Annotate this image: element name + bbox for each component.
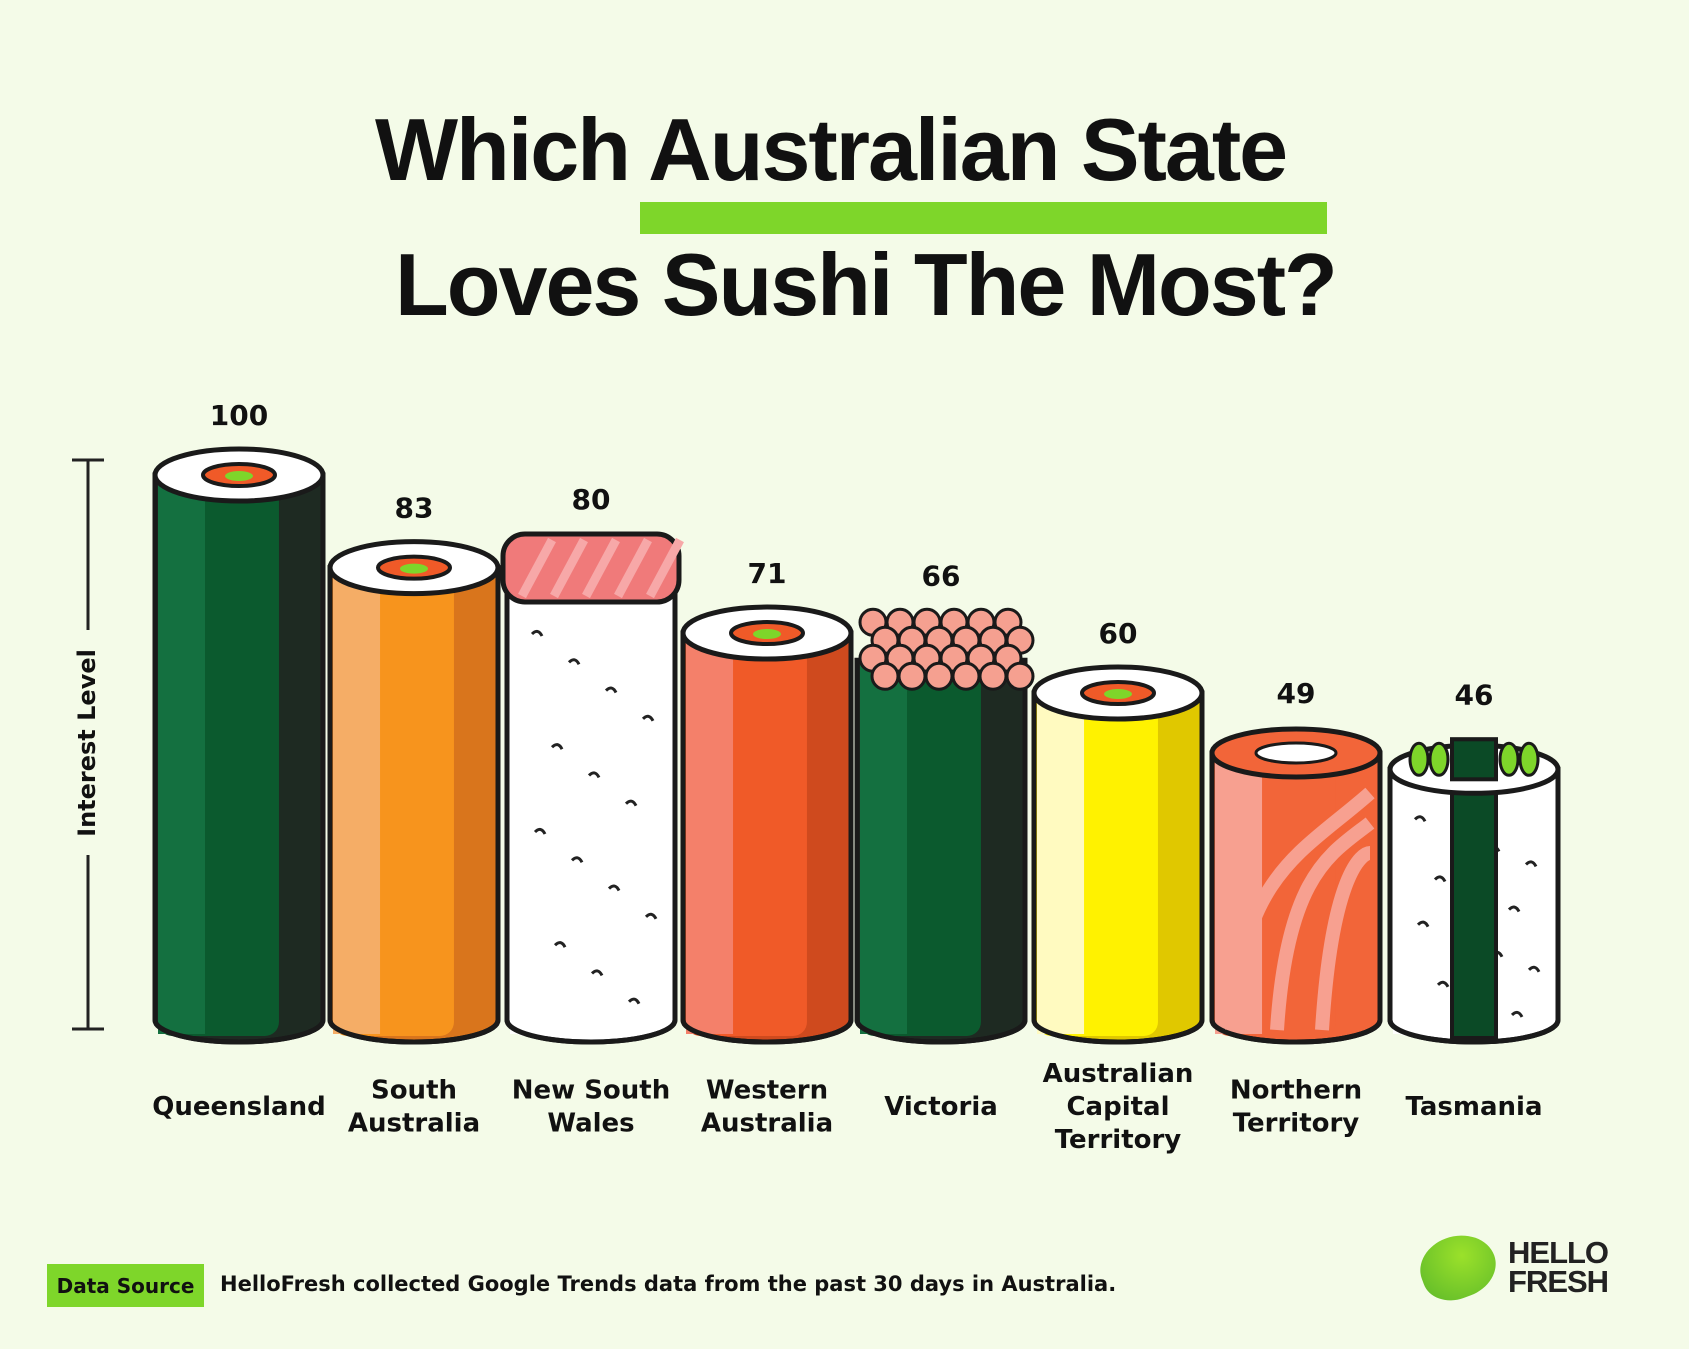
avocado bbox=[225, 471, 253, 481]
salmon-stripe bbox=[1225, 787, 1375, 1031]
bar-highlight bbox=[510, 584, 558, 1034]
roe-ball bbox=[897, 661, 927, 691]
rice-grain bbox=[553, 941, 567, 948]
value-label: 46 bbox=[1455, 678, 1494, 711]
data-source-badge: Data Source bbox=[47, 1264, 204, 1307]
rice-grain bbox=[530, 629, 544, 637]
rice-grain bbox=[1524, 860, 1538, 868]
rice-grain bbox=[607, 884, 621, 892]
rice-grain bbox=[550, 743, 564, 750]
rice-grain bbox=[1527, 965, 1541, 973]
bar-australian-capital-territory bbox=[1031, 664, 1205, 1045]
category-label: Australia bbox=[701, 1109, 833, 1139]
roe-ball bbox=[951, 661, 981, 691]
nori-band-top bbox=[1450, 737, 1498, 782]
category-label: Queensland bbox=[152, 1092, 325, 1122]
salmon-stripe bbox=[1315, 845, 1372, 1031]
chart-title-line2: Loves Sushi The Most? bbox=[395, 235, 1336, 334]
rice-grain bbox=[587, 771, 601, 779]
bar-highlight bbox=[1037, 693, 1085, 1034]
rice-grain bbox=[533, 827, 547, 835]
category-label: Territory bbox=[1233, 1109, 1360, 1139]
category-label: Australian bbox=[1043, 1059, 1194, 1089]
hellofresh-logo: HELLO FRESH bbox=[1411, 1224, 1609, 1310]
bar-western-australia bbox=[680, 604, 854, 1045]
rice-grain bbox=[1433, 875, 1447, 883]
bar-highlight bbox=[333, 567, 381, 1034]
edamame bbox=[1428, 741, 1450, 777]
category-label: New South bbox=[512, 1076, 671, 1106]
bar-highlight bbox=[1393, 769, 1441, 1034]
rice-grain bbox=[604, 686, 618, 694]
value-label: 49 bbox=[1277, 677, 1316, 710]
value-label: 83 bbox=[395, 492, 434, 525]
y-axis-label: Interest Level bbox=[73, 649, 101, 837]
value-label: 80 bbox=[572, 483, 611, 516]
category-label: Victoria bbox=[884, 1092, 998, 1122]
roe-ball bbox=[1005, 661, 1035, 691]
rice-grain bbox=[1436, 980, 1450, 988]
rice-grain bbox=[567, 658, 581, 666]
salmon-stripe bbox=[518, 537, 556, 599]
category-label: Territory bbox=[1055, 1125, 1182, 1155]
category-label: South bbox=[371, 1076, 457, 1106]
avocado bbox=[1104, 689, 1132, 699]
salmon-stripe bbox=[582, 537, 620, 599]
category-label: Wales bbox=[547, 1109, 634, 1139]
data-source-text: HelloFresh collected Google Trends data … bbox=[220, 1272, 1117, 1296]
category-label: Capital bbox=[1066, 1092, 1169, 1122]
roe-ball bbox=[870, 661, 900, 691]
bar-victoria bbox=[854, 607, 1035, 1045]
bar-highlight bbox=[158, 475, 206, 1034]
rice-grain bbox=[641, 714, 655, 722]
avocado bbox=[753, 629, 781, 640]
logo-text: HELLO FRESH bbox=[1508, 1235, 1609, 1299]
category-label: Australia bbox=[348, 1109, 480, 1139]
rice-grain bbox=[1507, 905, 1521, 913]
edamame bbox=[1518, 741, 1540, 777]
bar-queensland bbox=[152, 446, 326, 1045]
title-highlight bbox=[640, 202, 1327, 234]
rice-grain bbox=[570, 856, 584, 864]
rice-grain bbox=[624, 799, 638, 807]
bar-highlight bbox=[860, 660, 908, 1034]
category-label: Northern bbox=[1230, 1076, 1362, 1106]
roe-ball bbox=[924, 661, 954, 691]
y-axis: Interest Level bbox=[72, 458, 104, 1031]
lime-icon bbox=[1411, 1224, 1505, 1310]
avocado bbox=[400, 563, 428, 574]
salmon-stripe bbox=[614, 537, 652, 599]
value-label: 100 bbox=[210, 399, 268, 432]
rice-grain bbox=[1416, 920, 1430, 928]
value-label: 71 bbox=[748, 557, 787, 590]
edamame bbox=[1498, 741, 1520, 777]
edamame bbox=[1408, 741, 1430, 777]
salmon-stripe bbox=[1270, 817, 1375, 1031]
bar-south-australia bbox=[327, 539, 501, 1045]
rice-grain bbox=[1413, 815, 1427, 823]
salmon-stripe bbox=[646, 537, 684, 599]
rice-grain bbox=[644, 912, 658, 920]
value-label: 66 bbox=[922, 559, 961, 592]
rice-grain bbox=[1510, 1010, 1524, 1018]
bar-tasmania bbox=[1387, 737, 1561, 1045]
bar-new-south-wales bbox=[500, 531, 684, 1045]
bar-highlight bbox=[686, 633, 734, 1034]
rice-grain bbox=[590, 969, 604, 977]
rice-grain bbox=[627, 997, 641, 1005]
category-label: Western bbox=[706, 1076, 828, 1106]
tube-hole bbox=[1254, 741, 1338, 765]
chart-title-line1: Which Australian State bbox=[375, 100, 1286, 199]
roe-ball bbox=[978, 661, 1008, 691]
bar-northern-territory bbox=[1209, 726, 1383, 1045]
category-label: Tasmania bbox=[1405, 1092, 1542, 1122]
value-label: 60 bbox=[1099, 617, 1138, 650]
salmon-stripe bbox=[550, 537, 588, 599]
